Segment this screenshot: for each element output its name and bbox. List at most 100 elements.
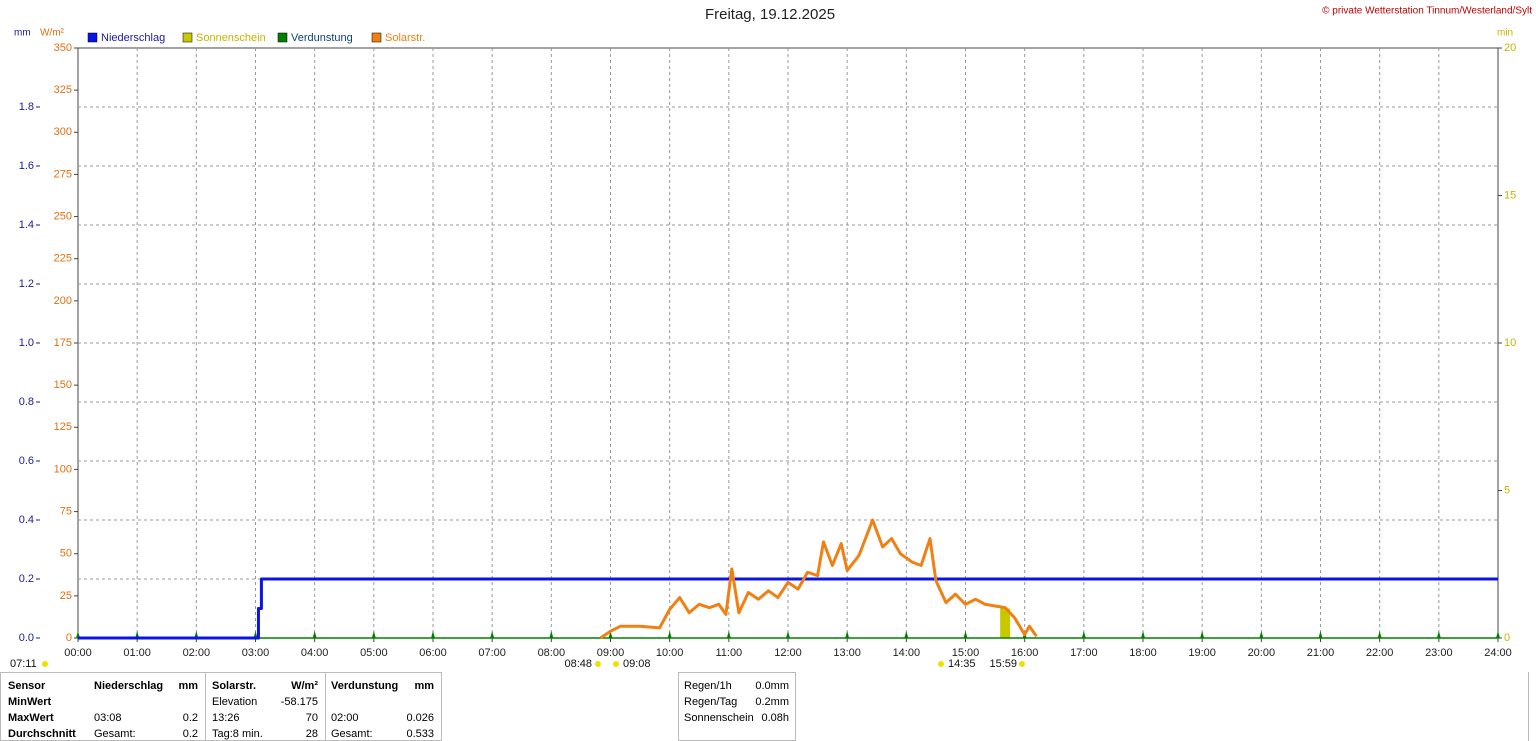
sun-icon — [42, 661, 48, 667]
y2-tick-label: 0 — [66, 632, 72, 644]
legend-label: Solarstr. — [385, 32, 425, 44]
x-tick-label: 23:00 — [1425, 647, 1453, 659]
x-tick-label: 18:00 — [1129, 647, 1157, 659]
summary-value: 0.0mm — [755, 680, 789, 692]
evap-marker — [667, 631, 672, 638]
table-cell: Gesamt: — [331, 728, 373, 740]
evap-marker — [1141, 631, 1145, 638]
y-tick-label: 1.4 — [19, 219, 34, 231]
y2-unit: W/m² — [40, 28, 65, 39]
x-tick-label: 12:00 — [774, 647, 802, 659]
legend-swatch — [371, 32, 382, 43]
series-line — [599, 518, 1038, 640]
y2-tick-label: 75 — [60, 505, 72, 517]
evap-marker — [253, 631, 258, 638]
y-tick-label: 0.0 — [19, 632, 34, 644]
evap-marker — [549, 631, 554, 638]
table-cell: 0.026 — [406, 712, 434, 724]
evap-marker — [135, 631, 140, 638]
y2-tick-label: 325 — [54, 84, 72, 96]
sun-icon — [938, 661, 944, 667]
y3-tick-label: 0 — [1504, 632, 1510, 644]
x-tick-label: 24:00 — [1484, 647, 1512, 659]
evap-marker — [1436, 631, 1441, 638]
evap-marker — [1081, 631, 1086, 638]
x-tick-label: 06:00 — [419, 647, 447, 659]
x-tick-label: 19:00 — [1188, 647, 1216, 659]
time-annotation: 09:08 — [623, 658, 651, 670]
copyright: © private Wetterstation Tinnum/Westerlan… — [1322, 6, 1532, 17]
evap-marker — [786, 631, 790, 638]
x-tick-label: 04:00 — [301, 647, 329, 659]
x-tick-label: 17:00 — [1070, 647, 1098, 659]
x-tick-label: 01:00 — [123, 647, 151, 659]
x-tick-label: 05:00 — [360, 647, 388, 659]
y3-tick-label: 5 — [1504, 484, 1510, 496]
table-cell: -58.175 — [281, 696, 318, 708]
y2-tick-label: 100 — [54, 463, 72, 475]
time-annotation: 08:48 — [564, 658, 592, 670]
summary-value: 0.08h — [761, 712, 789, 724]
y-tick-label: 1.0 — [19, 337, 34, 349]
legend-swatch — [277, 32, 288, 43]
y2-tick-label: 275 — [54, 168, 72, 180]
table-cell: 0.2 — [183, 712, 198, 724]
evap-marker — [1259, 631, 1264, 638]
y2-tick-label: 125 — [54, 421, 72, 433]
y-tick-label: 1.6 — [19, 160, 34, 172]
x-tick-label: 14:00 — [893, 647, 921, 659]
table-header: mm — [414, 680, 434, 692]
y2-tick-label: 50 — [60, 548, 72, 560]
y2-tick-label: 225 — [54, 253, 72, 265]
y2-tick-label: 175 — [54, 337, 72, 349]
x-tick-label: 22:00 — [1366, 647, 1394, 659]
legend-swatch — [87, 32, 98, 43]
summary-value: 0.2mm — [755, 696, 789, 708]
evap-marker — [194, 631, 199, 638]
y3-tick-label: 20 — [1504, 42, 1516, 54]
x-tick-label: 03:00 — [242, 647, 270, 659]
y3-tick-label: 10 — [1504, 337, 1516, 349]
x-tick-label: 02:00 — [183, 647, 211, 659]
x-tick-label: 11:00 — [715, 647, 742, 659]
y3-unit: min — [1497, 28, 1513, 39]
table-cell: 0.533 — [406, 728, 434, 740]
y2-tick-label: 150 — [54, 379, 72, 391]
evap-marker — [371, 631, 376, 638]
y-tick-label: 1.2 — [19, 278, 34, 290]
x-tick-label: 00:00 — [64, 647, 92, 659]
x-tick-label: 09:00 — [597, 647, 625, 659]
sunshine-bar — [1000, 608, 1011, 638]
summary-label: Regen/Tag — [684, 696, 737, 708]
table-cell: Tag:8 min. — [212, 728, 263, 740]
y2-tick-label: 350 — [54, 42, 72, 54]
summary-label: Sonnenschein — [684, 712, 754, 724]
table-cell: 0.2 — [183, 728, 198, 740]
y2-tick-label: 25 — [60, 590, 72, 602]
evap-marker — [1200, 631, 1205, 638]
y2-tick-label: 250 — [54, 210, 72, 222]
table-row-label: MinWert — [8, 696, 52, 708]
sun-icon — [1019, 661, 1025, 667]
summary-label: Regen/1h — [684, 680, 732, 692]
y-unit: mm — [14, 28, 31, 39]
x-tick-label: 21:00 — [1307, 647, 1335, 659]
evap-marker — [1377, 631, 1382, 638]
table-header: Verdunstung — [331, 680, 398, 692]
evap-marker — [1318, 631, 1323, 638]
evap-marker — [845, 631, 850, 638]
legend-swatch — [182, 32, 193, 43]
table-header: Niederschlag — [94, 680, 163, 692]
time-annotation: 14:35 — [948, 658, 976, 670]
evap-marker — [1496, 631, 1500, 638]
x-tick-label: 07:00 — [478, 647, 506, 659]
y3-tick-label: 15 — [1504, 189, 1516, 201]
time-annotation: 15:59 — [989, 658, 1017, 670]
evap-marker — [726, 631, 731, 638]
table-cell: Gesamt: — [94, 728, 136, 740]
y2-tick-label: 300 — [54, 126, 72, 138]
x-tick-label: 13:00 — [833, 647, 861, 659]
time-annotation: 07:11 — [10, 658, 37, 670]
table-header: Solarstr. — [212, 680, 256, 692]
